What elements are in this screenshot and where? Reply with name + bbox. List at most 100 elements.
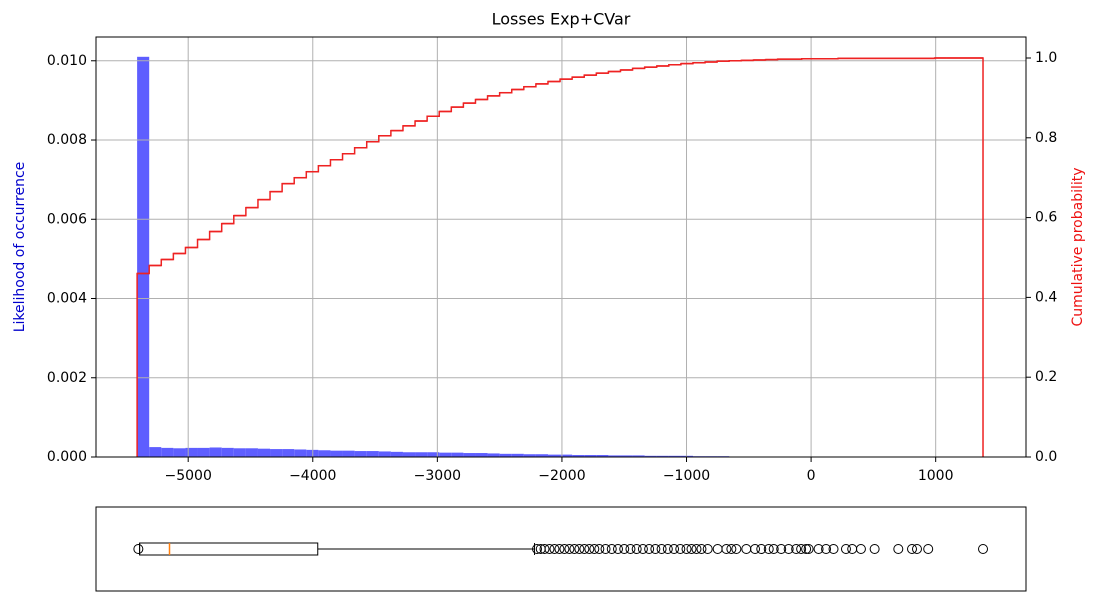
histogram-bar	[173, 448, 186, 457]
histogram-bar	[511, 453, 524, 457]
histogram-bar	[185, 447, 198, 457]
flier	[584, 544, 595, 554]
flier	[907, 544, 918, 554]
plot-frame	[95, 36, 1027, 458]
y2-tick-label: 0.0	[1035, 449, 1057, 465]
flier	[813, 544, 824, 554]
histogram-bar	[415, 452, 428, 457]
box	[139, 542, 319, 556]
flier	[776, 544, 787, 554]
histogram-bar	[390, 451, 403, 457]
flier	[650, 544, 661, 554]
histogram-bar	[149, 447, 162, 457]
flier	[644, 544, 655, 554]
flier	[637, 544, 648, 554]
x-tick-label: −1000	[663, 468, 710, 484]
flier	[911, 544, 922, 554]
flier	[796, 544, 807, 554]
histogram-bar	[608, 455, 621, 457]
histogram-bar	[572, 455, 585, 457]
x-tick-label: −4000	[289, 468, 336, 484]
y-tick-label: 0.000	[47, 449, 87, 465]
flier	[625, 544, 636, 554]
x-tick-label: −2000	[538, 468, 585, 484]
flier	[726, 544, 737, 554]
y2-tick-label: 0.6	[1035, 210, 1057, 226]
y2-tick-label: 0.8	[1035, 130, 1057, 146]
flier	[756, 544, 767, 554]
flier	[978, 544, 989, 554]
flier	[594, 544, 605, 554]
histogram-bar	[427, 452, 440, 457]
histogram-bar	[245, 448, 258, 457]
flier	[702, 544, 713, 554]
flier	[803, 544, 814, 554]
y-tick-label: 0.008	[47, 132, 87, 148]
flier	[686, 544, 697, 554]
x-tick-label: 1000	[918, 468, 954, 484]
flier	[768, 544, 779, 554]
plot-frame	[95, 506, 1027, 592]
flier	[731, 544, 742, 554]
flier	[619, 544, 630, 554]
flier	[669, 544, 680, 554]
y-tick-label: 0.010	[47, 53, 87, 69]
histogram-bar	[463, 453, 476, 457]
flier	[869, 544, 880, 554]
flier	[564, 544, 575, 554]
flier	[606, 544, 617, 554]
histogram-bar	[584, 455, 597, 457]
histogram-bar	[547, 454, 561, 457]
flier	[783, 544, 794, 554]
flier	[631, 544, 642, 554]
histogram-bar	[282, 449, 295, 457]
histogram-bar	[668, 455, 681, 457]
x-tick-label: −3000	[414, 468, 461, 484]
flier	[763, 544, 774, 554]
y-tick-label: 0.004	[47, 291, 87, 307]
y2-tick-label: 0.4	[1035, 289, 1057, 305]
flier	[559, 544, 570, 554]
histogram-bar	[294, 449, 307, 457]
histogram-bar	[487, 453, 500, 457]
chart-title: Losses Exp+CVar	[492, 10, 631, 29]
histogram-bar	[270, 449, 283, 457]
y-tick-label: 0.002	[47, 370, 87, 386]
flier	[893, 544, 904, 554]
flier	[923, 544, 934, 554]
histogram-bar	[560, 454, 573, 457]
histogram-bar	[161, 447, 174, 457]
y2-tick-label: 0.2	[1035, 369, 1057, 385]
histogram-bar	[378, 451, 391, 457]
histogram-bar	[402, 452, 416, 457]
histogram-bar	[439, 452, 452, 457]
histogram-bar	[209, 447, 222, 457]
flier	[656, 544, 667, 554]
histogram-bar	[451, 452, 464, 457]
flier	[801, 544, 812, 554]
flier	[554, 544, 565, 554]
histogram-bar	[499, 453, 512, 457]
flier	[696, 544, 707, 554]
histogram-bar	[523, 454, 536, 457]
histogram-bar	[644, 455, 657, 457]
histogram-bar	[318, 450, 331, 457]
y2-axis-label: Cumulative probability	[1070, 167, 1086, 326]
histogram-bar	[535, 454, 548, 457]
flier	[855, 544, 866, 554]
flier	[675, 544, 686, 554]
x-tick-label: 0	[807, 468, 816, 484]
flier	[569, 544, 580, 554]
flier	[539, 544, 550, 554]
histogram-bar	[330, 450, 343, 457]
y-axis-label: Likelihood of occurrence	[12, 162, 28, 333]
flier	[821, 544, 832, 554]
flier	[579, 544, 590, 554]
histogram-bar	[632, 455, 645, 457]
y2-tick-label: 1.0	[1035, 50, 1057, 66]
flier	[791, 544, 802, 554]
flier	[612, 544, 623, 554]
flier	[828, 544, 839, 554]
